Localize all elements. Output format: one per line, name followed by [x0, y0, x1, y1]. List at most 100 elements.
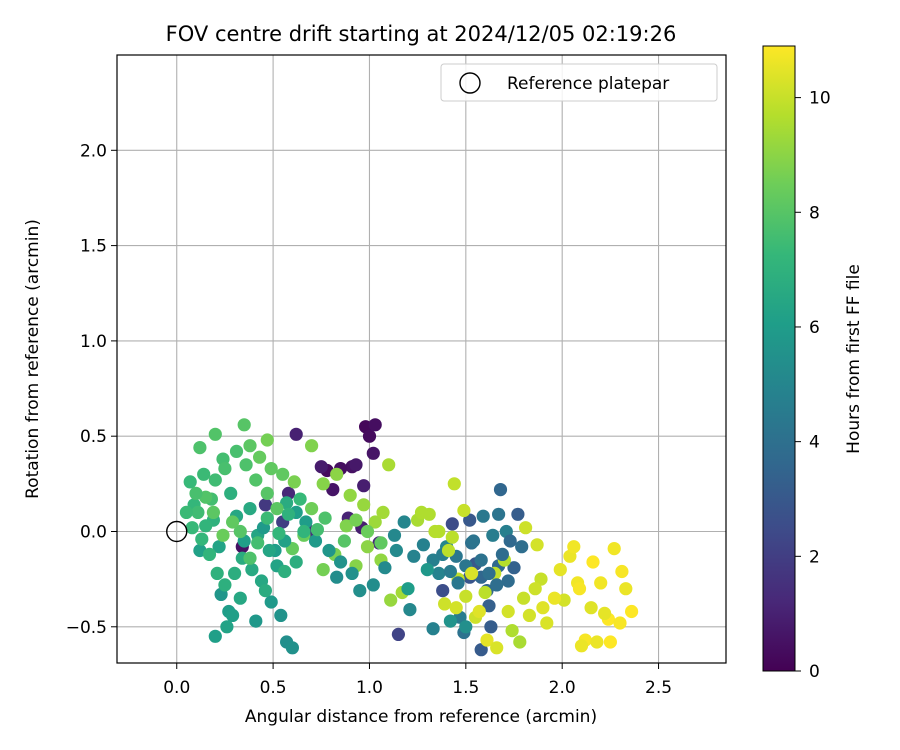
data-point [503, 534, 517, 548]
x-tick-label: 1.0 [356, 678, 383, 698]
data-point [397, 515, 411, 529]
data-point [233, 524, 247, 539]
data-point [245, 563, 259, 577]
data-point [339, 519, 353, 533]
data-point [260, 433, 274, 447]
data-point [486, 528, 500, 542]
data-point [229, 444, 244, 458]
colorbar-tick-label: 8 [809, 203, 820, 223]
data-point [280, 496, 294, 510]
data-point [553, 563, 567, 577]
data-points [179, 418, 639, 657]
data-point [314, 460, 328, 474]
data-point [594, 576, 608, 590]
data-point [567, 540, 581, 554]
data-point [438, 597, 452, 611]
data-point [368, 515, 382, 529]
data-point [297, 524, 311, 539]
data-point [218, 462, 232, 476]
data-point [540, 616, 554, 630]
data-point [519, 521, 533, 535]
data-point [253, 450, 267, 464]
data-point [212, 540, 226, 554]
data-point [598, 606, 612, 621]
data-point [426, 553, 440, 567]
data-point [337, 534, 351, 548]
data-point [185, 521, 199, 535]
data-point [289, 427, 303, 441]
data-point [345, 566, 359, 581]
data-point [484, 620, 498, 634]
data-point [193, 441, 207, 455]
data-point [603, 635, 618, 649]
data-point [482, 599, 496, 613]
data-point [407, 549, 421, 563]
data-point [513, 635, 527, 649]
data-point [216, 528, 230, 542]
data-point [366, 446, 380, 460]
colorbar-tick-label: 4 [809, 433, 820, 453]
data-point [353, 584, 367, 598]
data-point [590, 635, 604, 649]
data-point [387, 528, 402, 542]
legend-marker-icon [459, 72, 481, 94]
legend: Reference platepar [440, 63, 718, 102]
data-point [316, 563, 330, 577]
data-point [505, 624, 519, 638]
data-point [443, 564, 457, 579]
data-point [210, 566, 224, 581]
data-point [191, 505, 205, 519]
data-point [574, 639, 589, 653]
x-axis-label: Angular distance from reference (arcmin) [245, 707, 597, 727]
legend-entry-reference: Reference platepar [507, 74, 669, 94]
data-point [490, 578, 504, 592]
data-point [318, 511, 332, 525]
data-point [459, 620, 473, 634]
colorbar-tick-label: 10 [809, 89, 831, 109]
data-point [459, 589, 473, 603]
x-tick-label: 2.5 [645, 678, 672, 698]
data-point [607, 542, 621, 556]
data-point [349, 513, 363, 527]
data-point [278, 564, 292, 579]
colorbar [762, 45, 796, 672]
data-point [287, 475, 301, 489]
data-point [237, 418, 251, 432]
data-point [349, 458, 363, 472]
data-point [586, 555, 600, 569]
data-point [251, 536, 265, 550]
data-point [281, 507, 296, 521]
data-point [517, 591, 531, 605]
data-point [360, 524, 375, 539]
data-point [536, 601, 550, 615]
data-point [428, 524, 442, 539]
data-point [530, 538, 544, 552]
data-point [226, 515, 240, 529]
legend-box [440, 63, 718, 102]
reference-point-marker [166, 520, 188, 543]
data-point [528, 582, 542, 596]
data-point [572, 582, 587, 596]
data-point [289, 555, 303, 569]
data-point [584, 601, 598, 615]
data-point [334, 555, 348, 569]
colorbar-tick-label: 6 [809, 318, 820, 338]
data-point [374, 536, 388, 550]
data-point [389, 543, 403, 558]
data-point [226, 608, 240, 623]
data-point [274, 608, 288, 623]
colorbar-ticks: 0 2 4 6 8 10 [795, 89, 831, 682]
data-point [445, 530, 459, 544]
data-point [501, 604, 515, 619]
data-point [382, 458, 396, 472]
data-point [208, 629, 222, 643]
data-point [443, 614, 457, 628]
data-point [463, 513, 477, 527]
data-point [202, 547, 217, 562]
data-point [264, 595, 278, 609]
data-point [366, 578, 380, 592]
colorbar-label: Hours from first FF file [844, 264, 864, 454]
data-point [243, 439, 257, 453]
data-point [384, 593, 398, 607]
